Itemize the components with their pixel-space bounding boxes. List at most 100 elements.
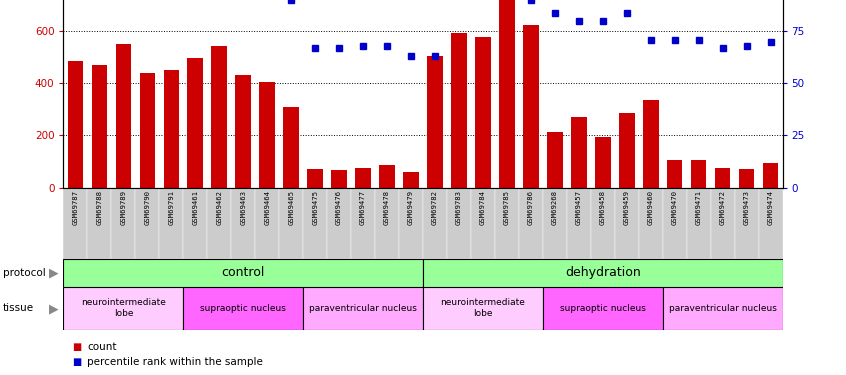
Text: control: control — [222, 266, 265, 279]
Text: GSM69477: GSM69477 — [360, 190, 366, 225]
Text: GSM69789: GSM69789 — [120, 190, 126, 225]
Text: GSM69784: GSM69784 — [480, 190, 486, 225]
Text: paraventricular nucleus: paraventricular nucleus — [668, 304, 777, 313]
Bar — [327, 188, 351, 259]
Bar — [379, 165, 395, 188]
Bar — [303, 188, 327, 259]
Text: GSM69457: GSM69457 — [576, 190, 582, 225]
Bar — [68, 62, 83, 188]
Bar — [399, 188, 423, 259]
Bar — [591, 188, 615, 259]
Bar — [734, 188, 759, 259]
Bar — [63, 188, 87, 259]
Bar — [547, 132, 563, 188]
Bar — [91, 65, 107, 188]
Bar — [451, 33, 467, 188]
Text: GSM69787: GSM69787 — [73, 190, 79, 225]
Text: GSM69464: GSM69464 — [264, 190, 270, 225]
Text: GSM69788: GSM69788 — [96, 190, 102, 225]
Text: ▶: ▶ — [48, 302, 58, 315]
Text: supraoptic nucleus: supraoptic nucleus — [560, 304, 645, 313]
Bar — [427, 56, 442, 188]
Bar — [519, 188, 543, 259]
Bar — [255, 188, 279, 259]
Bar — [495, 188, 519, 259]
Bar — [499, 0, 514, 188]
Bar — [163, 70, 179, 188]
Bar — [523, 25, 539, 188]
Text: GSM69478: GSM69478 — [384, 190, 390, 225]
Bar — [212, 46, 227, 188]
Text: GSM69475: GSM69475 — [312, 190, 318, 225]
Text: GSM69465: GSM69465 — [288, 190, 294, 225]
Text: count: count — [87, 342, 117, 352]
Bar — [140, 73, 155, 188]
Text: GSM69472: GSM69472 — [720, 190, 726, 225]
Text: GSM69783: GSM69783 — [456, 190, 462, 225]
Bar — [475, 37, 491, 188]
Bar — [307, 169, 323, 188]
Bar — [112, 188, 135, 259]
Bar — [691, 160, 706, 188]
Text: dehydration: dehydration — [565, 266, 640, 279]
Text: GSM69470: GSM69470 — [672, 190, 678, 225]
Text: GSM69785: GSM69785 — [504, 190, 510, 225]
Bar — [423, 287, 543, 330]
Text: paraventricular nucleus: paraventricular nucleus — [309, 304, 417, 313]
Text: neurointermediate
lobe: neurointermediate lobe — [81, 298, 166, 318]
Text: GSM69461: GSM69461 — [192, 190, 198, 225]
Bar — [615, 188, 639, 259]
Text: GSM69473: GSM69473 — [744, 190, 750, 225]
Bar — [184, 287, 303, 330]
Text: supraoptic nucleus: supraoptic nucleus — [201, 304, 286, 313]
Bar — [739, 169, 755, 188]
Bar — [235, 75, 251, 188]
Text: protocol: protocol — [3, 268, 46, 278]
Bar — [260, 82, 275, 188]
Text: GSM69476: GSM69476 — [336, 190, 342, 225]
Text: ▶: ▶ — [48, 266, 58, 279]
Bar — [759, 188, 783, 259]
Bar — [303, 287, 423, 330]
Bar — [643, 100, 658, 188]
Bar — [543, 188, 567, 259]
Text: ■: ■ — [72, 342, 81, 352]
Text: GSM69791: GSM69791 — [168, 190, 174, 225]
Bar — [567, 188, 591, 259]
Bar — [423, 259, 783, 287]
Text: percentile rank within the sample: percentile rank within the sample — [87, 357, 263, 367]
Bar — [188, 58, 203, 188]
Bar — [116, 44, 131, 188]
Bar — [375, 188, 399, 259]
Text: GSM69790: GSM69790 — [145, 190, 151, 225]
Text: GSM69786: GSM69786 — [528, 190, 534, 225]
Bar — [471, 188, 495, 259]
Bar — [763, 163, 778, 188]
Text: tissue: tissue — [3, 303, 34, 313]
Bar — [63, 287, 184, 330]
Bar — [184, 188, 207, 259]
Bar — [332, 170, 347, 188]
Bar — [711, 188, 734, 259]
Text: GSM69479: GSM69479 — [408, 190, 414, 225]
Text: GSM69463: GSM69463 — [240, 190, 246, 225]
Bar — [667, 160, 683, 188]
Bar — [355, 168, 371, 188]
Bar — [423, 188, 447, 259]
Text: GSM69471: GSM69471 — [695, 190, 701, 225]
Bar — [159, 188, 184, 259]
Text: GSM69268: GSM69268 — [552, 190, 558, 225]
Bar — [619, 113, 634, 188]
Bar — [543, 287, 662, 330]
Bar — [279, 188, 303, 259]
Bar — [283, 107, 299, 188]
Bar — [662, 188, 687, 259]
Text: GSM69458: GSM69458 — [600, 190, 606, 225]
Bar — [404, 172, 419, 188]
Bar — [231, 188, 255, 259]
Text: GSM69782: GSM69782 — [432, 190, 438, 225]
Text: GSM69460: GSM69460 — [648, 190, 654, 225]
Bar — [687, 188, 711, 259]
Bar — [135, 188, 159, 259]
Text: ■: ■ — [72, 357, 81, 367]
